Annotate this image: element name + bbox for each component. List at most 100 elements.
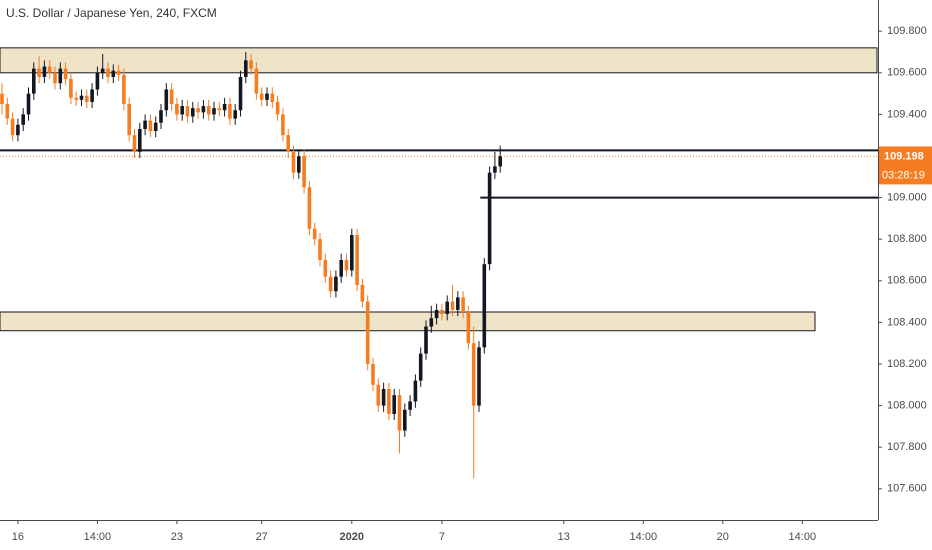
candle-body [196,108,200,113]
candle-body [493,166,497,173]
candle-body [403,409,407,431]
candle-body [74,97,78,100]
candle-body [254,68,259,94]
candle-body [466,312,471,344]
candle-body [191,108,195,117]
candle-body [376,384,381,406]
candle-body [90,89,94,102]
candle-body [26,93,31,115]
candle-body [206,106,211,115]
x-tick-label: 7 [439,531,445,543]
candle-body [122,74,126,104]
candle-body [456,297,460,310]
x-tick-label: 27 [256,531,268,543]
candle-body [450,301,455,310]
candle-body [159,110,163,123]
x-tick-label: 13 [558,531,570,543]
candle-body [286,135,290,152]
candle-body [328,276,333,292]
y-tick-label: 108.200 [887,358,927,370]
candle-body [16,124,20,136]
candle-body [392,395,396,414]
candle-body [344,260,349,271]
y-tick-label: 108.600 [887,275,927,287]
candle-body [180,106,184,115]
candle-body [95,72,100,90]
candle-body [461,297,465,312]
candle-body [185,106,190,117]
candle-body [32,68,36,94]
candle-body [297,156,301,173]
candle-body [275,101,280,115]
y-tick-label: 107.600 [887,483,927,495]
candle-body [100,68,105,73]
chart-title: U.S. Dollar / Japanese Yen, 240, FXCM [6,6,217,20]
candle-body [312,228,317,240]
candle-body [360,284,365,302]
candle-body [217,108,222,111]
candle-body [424,326,428,354]
candle-body [0,93,4,104]
y-tick-label: 107.800 [887,441,927,453]
candle-body [381,388,386,406]
candle-body [487,172,492,265]
candle-body [440,309,444,315]
x-tick-label: 14:00 [789,531,817,543]
candle-body [148,120,153,132]
candle-body [429,318,434,327]
candle-body [249,60,253,69]
candle-body [201,106,206,113]
candle-body [281,114,285,136]
candle-body [259,93,264,100]
candle-body [212,108,216,115]
candle-body [355,235,359,285]
candle-body [365,301,370,364]
candle-body [238,76,243,111]
candle-body [5,104,10,119]
candle-body [132,135,137,152]
y-tick-label: 109.000 [887,192,927,204]
candle-body [21,114,25,125]
y-tick-label: 108.400 [887,316,927,328]
candle-body [244,60,248,77]
y-tick-label: 109.600 [887,67,927,79]
candle-body [164,89,169,111]
countdown-label: 03:28:19 [882,169,925,181]
candle-body [153,122,158,132]
y-tick-label: 109.400 [887,108,927,120]
candle-body [10,118,15,136]
candle-body [63,68,68,80]
candle-body [143,120,147,129]
candle-body [318,239,322,260]
candle-body [169,89,174,104]
y-tick-label: 109.800 [887,25,927,37]
candle-body [138,128,142,152]
candle-body [79,95,84,100]
candle-body [302,156,306,188]
candle-body [371,364,375,385]
candle-body [175,104,179,115]
candle-body [418,353,423,381]
x-tick-label: 20 [717,531,729,543]
candle-body [413,380,418,402]
candle-body [111,70,116,77]
y-tick-label: 108.000 [887,400,927,412]
x-tick-label: 14:00 [630,531,658,543]
candle-body [47,66,52,73]
candle-body [69,79,73,98]
last-price-box [879,146,932,185]
candle-body [85,95,89,102]
candle-body [222,104,227,111]
candle-body [37,68,41,77]
zone [0,311,816,332]
candle-body [42,66,47,77]
candle-body [323,260,328,277]
candle-body [482,264,487,348]
x-tick-label: 2020 [340,531,364,543]
candle-body [127,104,131,136]
candle-body [334,276,338,292]
candle-body [477,347,481,406]
x-tick-label: 23 [171,531,183,543]
